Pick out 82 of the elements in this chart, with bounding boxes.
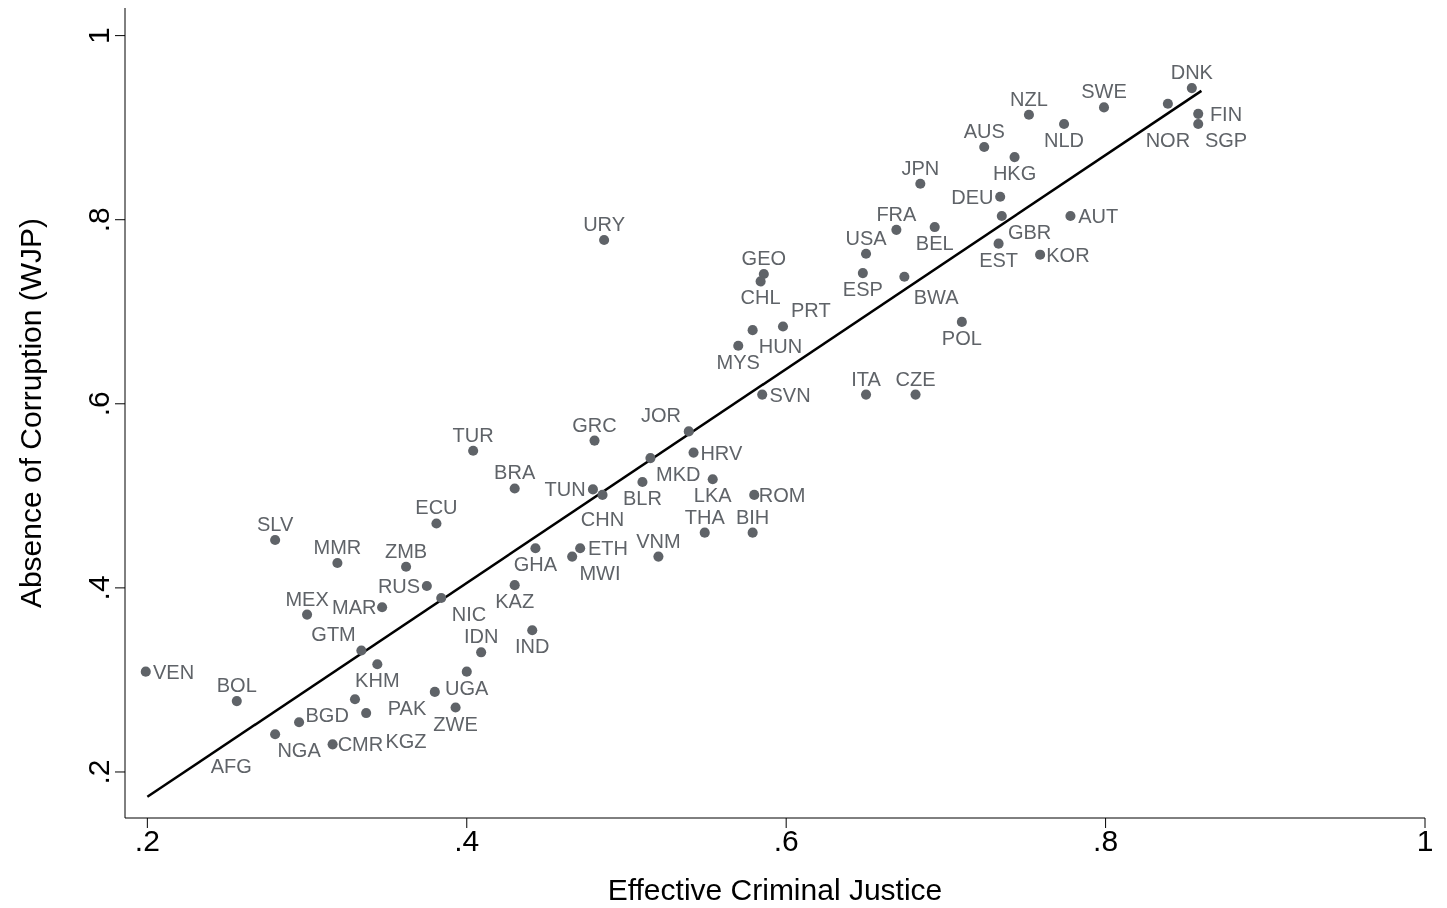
data-label: EST: [979, 248, 1019, 271]
data-label: FRA: [876, 202, 918, 225]
data-label: JPN: [901, 156, 940, 179]
data-label: GTM: [311, 623, 356, 646]
data-label: MYS: [716, 350, 760, 373]
data-label: SVN: [769, 383, 811, 406]
data-label: SWE: [1081, 80, 1127, 103]
data-label: VEN: [153, 660, 195, 683]
data-label: DEU: [951, 185, 994, 208]
data-label: KGZ: [385, 730, 427, 753]
data-label: KOR: [1046, 243, 1090, 266]
data-label: BGD: [305, 704, 349, 727]
x-tick-label: .8: [1093, 824, 1119, 858]
data-label: BRA: [494, 461, 536, 484]
data-label: NLD: [1044, 128, 1085, 151]
data-label: SGP: [1204, 128, 1248, 151]
data-label: BLR: [622, 487, 662, 510]
data-label: GRC: [572, 413, 617, 436]
y-tick-label: .8: [82, 207, 115, 233]
data-label: IND: [515, 635, 550, 658]
data-label: POL: [941, 326, 982, 349]
data-label: ZMB: [384, 539, 428, 562]
data-label: BIH: [735, 505, 770, 528]
x-tick-label: .6: [773, 824, 799, 858]
data-label: JOR: [640, 404, 681, 427]
data-label: ROM: [758, 483, 806, 506]
data-label: SLV: [256, 513, 294, 536]
data-label: TUN: [544, 478, 586, 501]
data-label: USA: [845, 226, 888, 249]
data-label: CZE: [895, 367, 936, 390]
data-label: KAZ: [495, 590, 535, 613]
data-label: AFG: [210, 755, 252, 778]
data-label: CMR: [337, 733, 384, 756]
data-label: AUT: [1078, 205, 1119, 228]
data-label: UGA: [445, 676, 490, 699]
data-label: THA: [684, 505, 726, 528]
data-label: PAK: [387, 696, 427, 719]
data-label: MMR: [313, 536, 362, 559]
data-label: DNK: [1170, 61, 1214, 84]
data-label: AUS: [963, 119, 1005, 142]
data-label: CHN: [580, 507, 625, 530]
data-label: ZWE: [433, 712, 478, 735]
data-label: MAR: [332, 596, 377, 619]
data-label: HRV: [700, 441, 743, 464]
data-label: NOR: [1145, 128, 1191, 151]
data-label: MWI: [579, 561, 621, 584]
data-label: NIC: [451, 603, 487, 626]
y-tick-label: .6: [82, 391, 115, 417]
data-label: HUN: [758, 335, 803, 358]
y-tick-label: .4: [82, 575, 115, 601]
data-label: BOL: [216, 674, 257, 697]
data-label: MEX: [285, 587, 329, 610]
data-label: URY: [583, 212, 626, 235]
data-label: GHA: [513, 553, 558, 576]
data-label: GEO: [741, 247, 787, 270]
data-label: GBR: [1007, 221, 1052, 244]
data-label: HKG: [992, 162, 1037, 185]
x-tick-label: 1: [1416, 824, 1434, 858]
x-tick-label: .4: [454, 824, 480, 858]
data-label: RUS: [377, 575, 421, 598]
data-label: FIN: [1209, 102, 1243, 125]
data-label: BEL: [915, 232, 954, 255]
data-label: PRT: [790, 299, 831, 322]
y-axis-title: Absence of Corruption (WJP): [13, 217, 47, 609]
data-label: BWA: [913, 285, 960, 308]
data-label: NZL: [1010, 87, 1048, 110]
data-label: VNM: [636, 529, 681, 552]
data-label: MKD: [656, 463, 701, 486]
y-tick-label: 1: [82, 27, 115, 44]
data-label: ESP: [842, 278, 883, 301]
data-label: ETH: [587, 537, 628, 560]
data-label: KHM: [355, 669, 400, 692]
data-label: ECU: [415, 496, 458, 519]
x-axis-title: Effective Criminal Justice: [607, 873, 943, 906]
data-label: IDN: [463, 625, 499, 648]
data-label: ITA: [851, 367, 882, 390]
y-tick-label: .2: [82, 759, 115, 785]
data-label: CHL: [740, 286, 781, 309]
data-label: NGA: [277, 739, 322, 762]
data-label: TUR: [452, 423, 494, 446]
data-label: LKA: [693, 484, 733, 507]
x-tick-label: .2: [134, 824, 160, 858]
